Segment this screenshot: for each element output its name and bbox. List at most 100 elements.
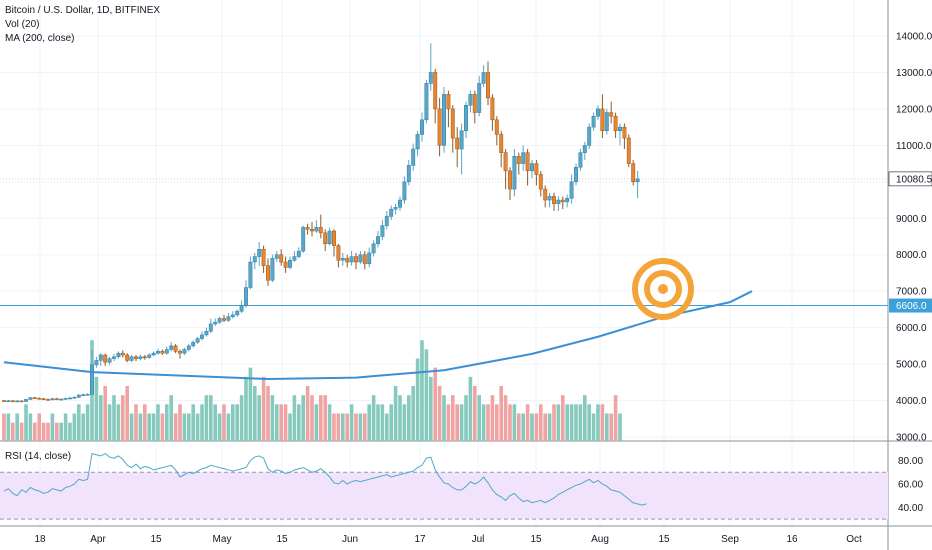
candle-body — [332, 230, 336, 246]
volume-bar — [301, 395, 305, 441]
rsi-tick-label: 40.00 — [898, 503, 923, 514]
volume-bar — [222, 404, 226, 441]
candle-body — [340, 258, 345, 261]
candle-body — [98, 354, 103, 361]
candle-body — [310, 228, 314, 232]
candle-body — [288, 259, 292, 268]
volume-bar — [613, 395, 618, 441]
candle-body — [248, 261, 253, 288]
volume-bar — [415, 358, 420, 441]
candle-body — [516, 156, 521, 164]
volume-bar — [59, 422, 63, 441]
candle-body — [129, 356, 134, 361]
volume-bar — [508, 404, 512, 441]
candle-body — [244, 287, 248, 307]
volume-bar — [385, 413, 389, 441]
legend-moving-average[interactable]: MA (200, close) — [5, 33, 75, 44]
candle-body — [208, 323, 213, 332]
time-tick-label: Jul — [472, 534, 485, 545]
volume-bar — [591, 413, 596, 441]
candle-body — [200, 334, 204, 339]
target-center — [658, 284, 668, 294]
volume-bar — [55, 422, 59, 441]
candle-body — [72, 397, 77, 399]
candle-body — [46, 399, 50, 401]
volume-bar — [37, 413, 41, 441]
volume-bar — [437, 386, 442, 441]
volume-bar — [217, 413, 222, 441]
volume-bar — [129, 413, 134, 441]
candle-body — [587, 126, 592, 146]
time-tick-label: Jun — [342, 534, 358, 545]
volume-bar — [99, 395, 103, 441]
candle-body — [354, 256, 358, 263]
candle-body — [327, 230, 332, 245]
candle-body — [217, 318, 222, 323]
volume-bar — [239, 395, 244, 441]
volume-bar — [68, 422, 72, 441]
candle-body — [582, 145, 587, 153]
volume-bar — [380, 404, 385, 441]
candle-body — [521, 152, 526, 164]
volume-bar — [345, 413, 349, 441]
volume-bar — [85, 404, 90, 441]
candle-body — [266, 265, 270, 281]
volume-bar — [468, 376, 473, 441]
candle-body — [499, 134, 504, 153]
candle-body — [116, 352, 121, 358]
volume-bar — [279, 404, 283, 441]
candle-body — [81, 394, 86, 396]
price-tick-label: 8000.0 — [896, 250, 927, 261]
candle-body — [164, 349, 169, 354]
time-tick-label: 18 — [34, 534, 46, 545]
candle-body — [173, 345, 178, 352]
volume-bar — [151, 413, 156, 441]
candle-body — [371, 243, 376, 254]
volume-bar — [173, 413, 178, 441]
volume-bar — [473, 386, 477, 441]
candle-body — [433, 72, 438, 110]
volume-bar — [517, 413, 521, 441]
rsi-tick-label: 80.00 — [898, 456, 923, 467]
candle-body — [147, 354, 152, 358]
legend-rsi[interactable]: RSI (14, close) — [5, 451, 72, 462]
volume-bar — [314, 404, 319, 441]
candle-body — [305, 227, 310, 230]
candle-body — [257, 249, 262, 257]
volume-bar — [609, 413, 613, 441]
candle-body — [54, 398, 59, 400]
candle-body — [472, 94, 477, 113]
volume-bar — [15, 413, 19, 441]
volume-bar — [288, 413, 292, 441]
price-tick-label: 5000.0 — [896, 360, 927, 371]
candle-body — [494, 119, 499, 135]
candle-body — [120, 352, 125, 356]
volume-bar — [103, 386, 107, 441]
volume-bar — [525, 404, 530, 441]
candle-body — [178, 351, 182, 354]
candle-body — [274, 254, 279, 259]
volume-bar — [77, 404, 81, 441]
volume-bar — [270, 395, 275, 441]
volume-bar — [231, 404, 235, 441]
candle-body — [230, 314, 235, 317]
candle-body — [503, 152, 508, 172]
candle-body — [239, 305, 244, 312]
volume-bar — [446, 404, 451, 441]
candle-body — [626, 137, 631, 164]
candle-body — [37, 398, 42, 400]
volume-bar — [512, 404, 517, 441]
candle-body — [367, 252, 372, 265]
volume-bar — [503, 395, 508, 441]
volume-bar — [464, 395, 468, 441]
candle-body — [380, 225, 385, 237]
candle-body — [59, 398, 64, 401]
candle-body — [358, 254, 363, 263]
legend-volume[interactable]: Vol (20) — [5, 19, 40, 30]
volume-bar — [521, 413, 525, 441]
volume-bar — [539, 404, 543, 441]
candle-body — [279, 254, 284, 263]
legend-symbol[interactable]: Bitcoin / U.S. Dollar, 1D, BITFINEX — [5, 5, 161, 16]
volume-bar — [332, 413, 336, 441]
